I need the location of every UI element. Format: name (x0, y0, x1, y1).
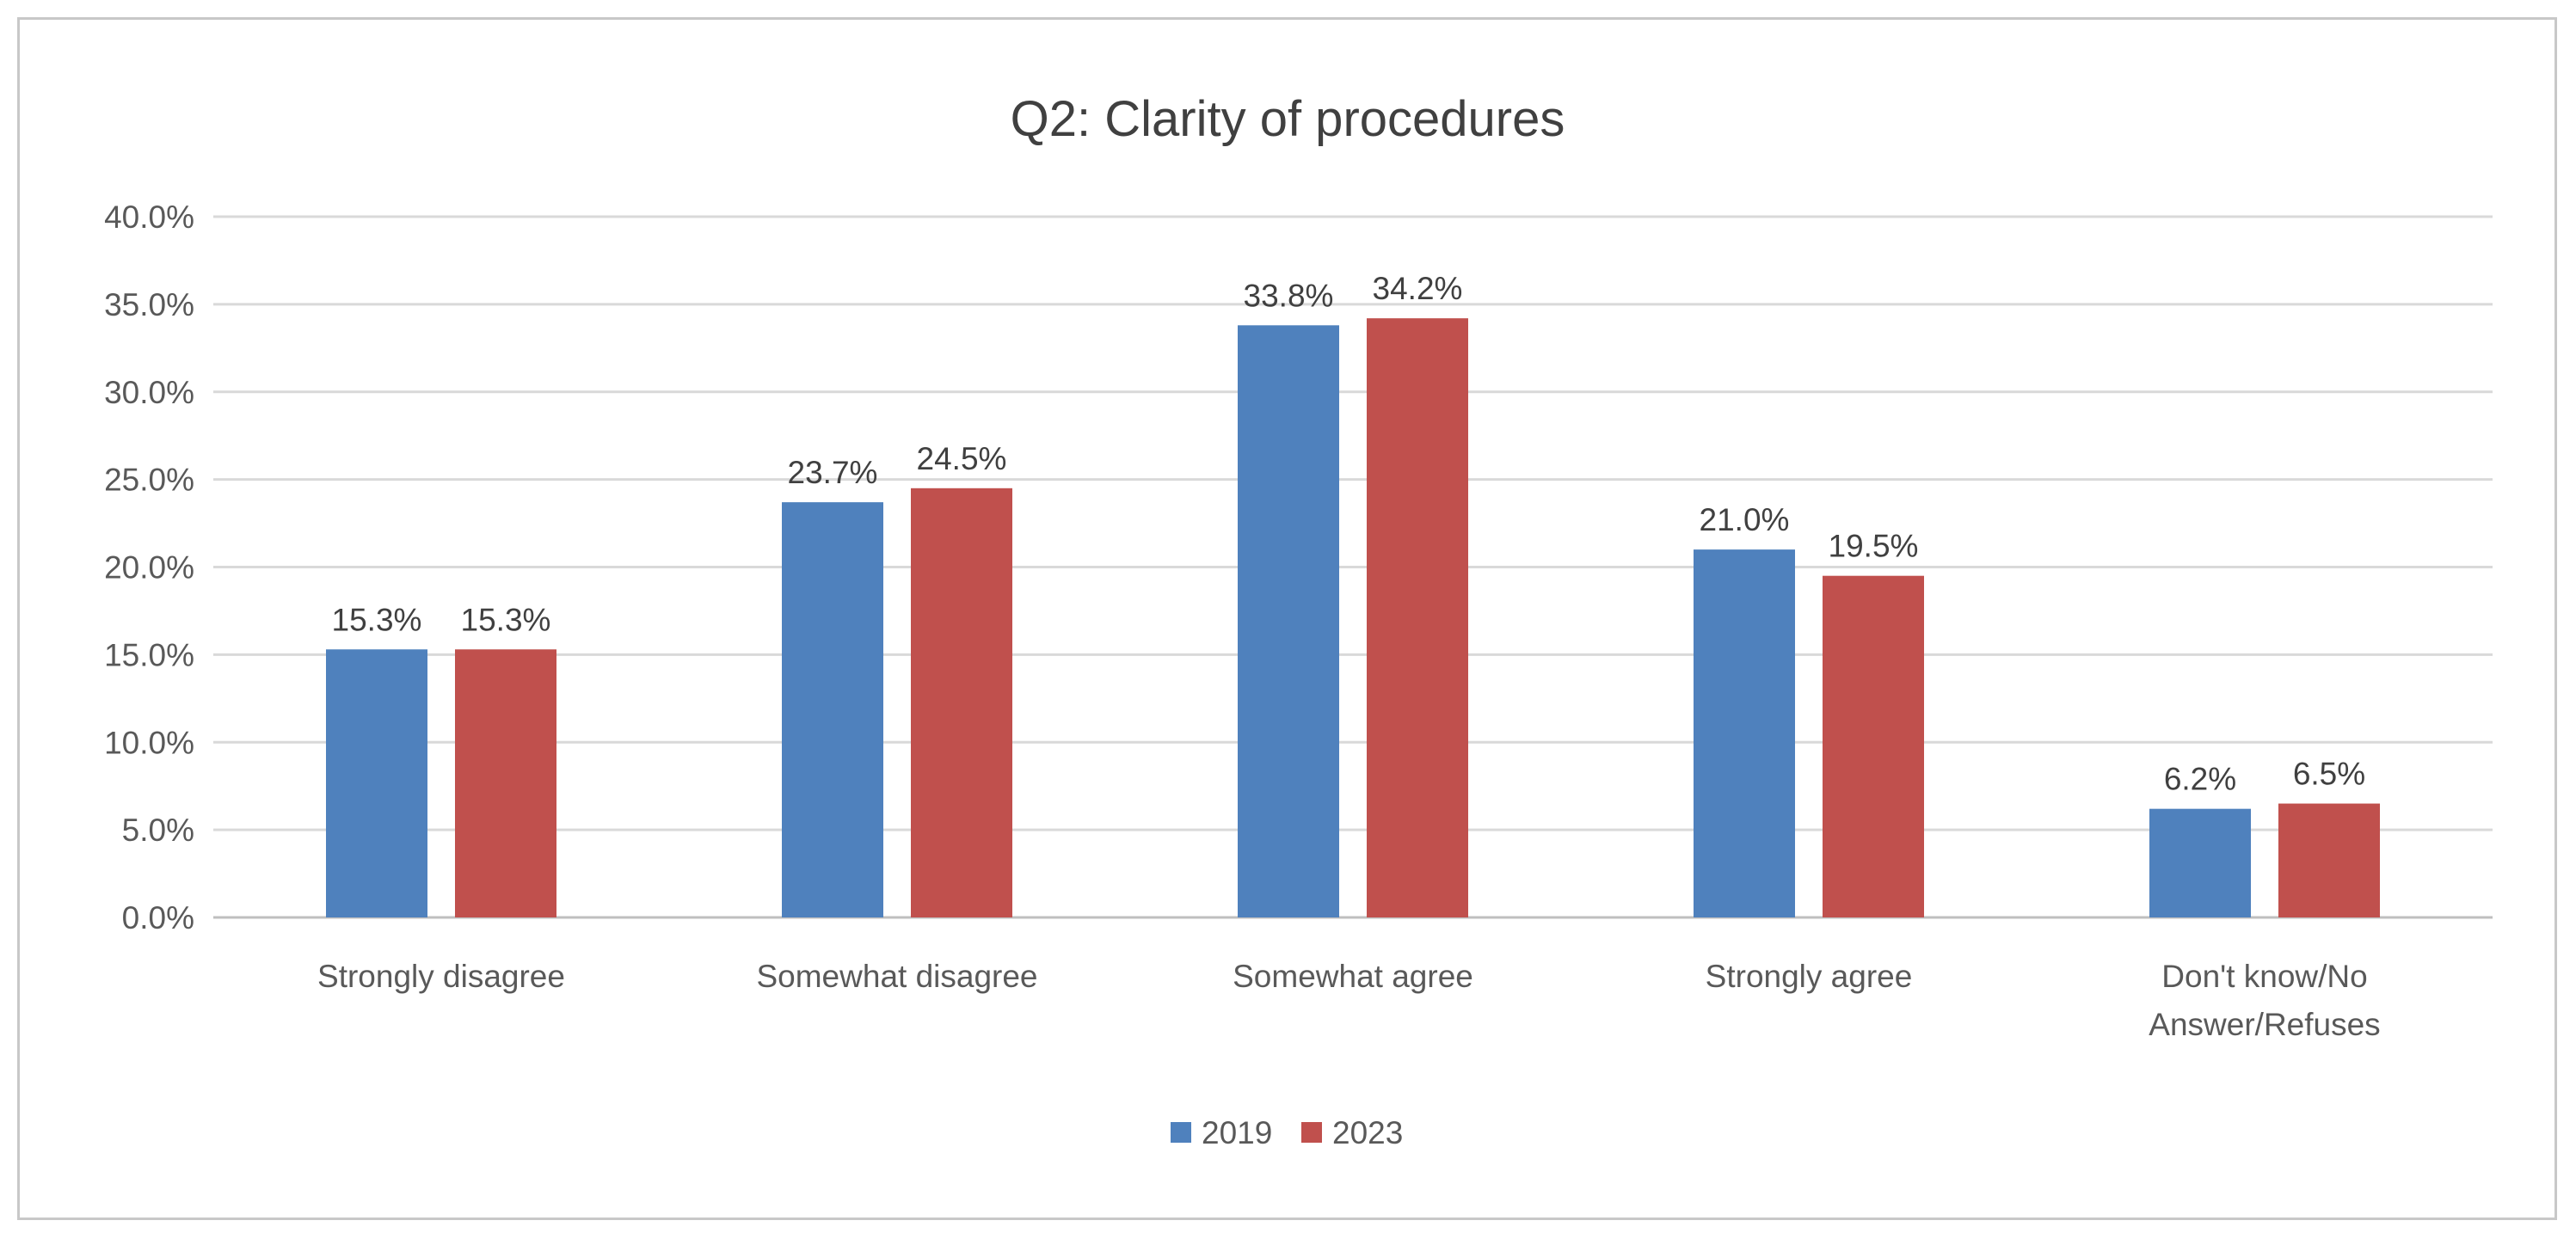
x-tick-label: Strongly agree (1706, 959, 1913, 994)
y-tick-label: 40.0% (104, 199, 194, 235)
bar-2019 (1694, 549, 1795, 917)
data-label: 6.5% (2293, 757, 2365, 792)
bar-2019 (326, 649, 427, 917)
y-tick-label: 30.0% (104, 375, 194, 410)
bar-2023 (2278, 803, 2380, 917)
bar-2019 (782, 502, 883, 917)
bar-2023 (1367, 318, 1468, 917)
y-axis: 0.0% 5.0% 10.0% 15.0% 20.0% 25.0% 30.0% 35.0% 40… (104, 199, 194, 935)
bars (326, 318, 2380, 917)
bar-2019 (1238, 325, 1339, 917)
legend-swatch-2019 (1171, 1122, 1191, 1143)
legend-label: 2023 (1332, 1115, 1403, 1150)
data-label: 6.2% (2164, 762, 2236, 797)
bar-2023 (911, 488, 1012, 917)
data-labels: 15.3% 15.3% 23.7% 24.5% 33.8% 34.2% 21.0% 19.5%… (332, 271, 2366, 797)
gridlines (213, 215, 2493, 919)
bar-2023 (1823, 575, 1924, 917)
x-tick-label: Strongly disagree (317, 959, 565, 994)
legend-swatch-2023 (1301, 1122, 1322, 1143)
data-label: 33.8% (1244, 278, 1334, 313)
y-tick-label: 0.0% (122, 900, 194, 935)
data-label: 15.3% (461, 602, 551, 637)
y-tick-label: 20.0% (104, 550, 194, 586)
data-label: 24.5% (917, 441, 1007, 476)
bar-2023 (455, 649, 556, 917)
data-label: 15.3% (332, 602, 422, 637)
data-label: 34.2% (1373, 271, 1463, 306)
chart-title: Q2: Clarity of procedures (1011, 91, 1565, 147)
y-tick-label: 10.0% (104, 725, 194, 760)
legend-label: 2019 (1202, 1115, 1272, 1150)
x-tick-label: Somewhat disagree (756, 959, 1037, 994)
y-tick-label: 35.0% (104, 287, 194, 322)
data-label: 19.5% (1829, 529, 1919, 564)
legend: 2019 2023 (1171, 1115, 1403, 1150)
data-label: 23.7% (788, 455, 878, 490)
x-axis: Strongly disagree Somewhat disagree Somewh… (317, 959, 2381, 1042)
data-label: 21.0% (1700, 502, 1790, 537)
x-tick-label: Somewhat agree (1233, 959, 1473, 994)
y-tick-label: 15.0% (104, 637, 194, 672)
y-tick-label: 25.0% (104, 463, 194, 498)
y-tick-label: 5.0% (122, 813, 194, 848)
x-tick-label: Don't know/No Answer/Refuses (2149, 959, 2380, 1042)
bar-2019 (2149, 808, 2251, 917)
